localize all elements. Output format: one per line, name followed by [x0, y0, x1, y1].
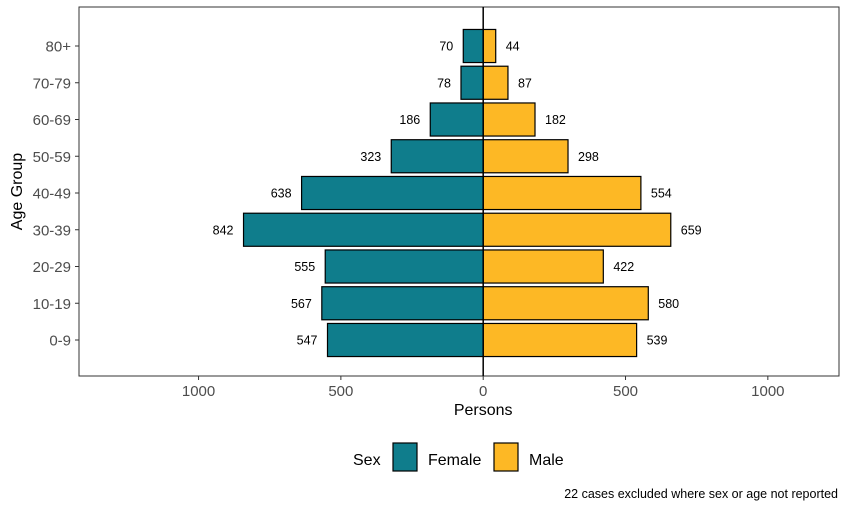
data-label-female-20-29: 555 — [294, 260, 315, 274]
bar-male-70-79 — [482, 65, 509, 100]
y-tick-label-10-19: 10-19 — [33, 296, 71, 313]
y-tick-label-60-69: 60-69 — [33, 112, 71, 129]
data-label-female-80+: 70 — [439, 40, 453, 54]
legend: Sex Female Male — [353, 442, 564, 472]
bar-female-70-79 — [460, 65, 484, 100]
y-tick-label-30-39: 30-39 — [33, 222, 71, 239]
x-tick-label: 0 — [479, 383, 487, 400]
bar-male-40-49 — [482, 175, 642, 211]
data-label-female-30-39: 842 — [213, 223, 234, 237]
y-tick-label-40-49: 40-49 — [33, 186, 71, 203]
y-tick-label-0-9: 0-9 — [49, 333, 71, 350]
data-label-female-50-59: 323 — [360, 150, 381, 164]
bar-female-10-19 — [321, 286, 484, 321]
bar-female-20-29 — [324, 249, 484, 284]
x-tick-label: 500 — [613, 383, 638, 400]
y-tick-label-50-59: 50-59 — [33, 149, 71, 166]
legend-title: Sex — [353, 452, 381, 469]
bar-female-80+ — [462, 28, 484, 64]
y-axis: 0-9 10-19 20-29 30-39 40-49 50-59 60-69 70-79 80… — [33, 39, 79, 350]
data-label-female-60-69: 186 — [399, 113, 420, 127]
data-label-female-0-9: 547 — [297, 334, 318, 348]
x-tick-label: 1000 — [182, 383, 215, 400]
bar-male-20-29 — [482, 249, 604, 284]
legend-key-male — [493, 442, 519, 472]
bar-male-0-9 — [482, 322, 638, 358]
x-axis: 1000 500 0 500 1000 — [182, 376, 785, 400]
data-label-male-60-69: 182 — [545, 113, 566, 127]
legend-label-male: Male — [529, 452, 564, 469]
data-label-male-10-19: 580 — [658, 297, 679, 311]
bar-male-80+ — [482, 28, 497, 64]
bars-layer — [242, 28, 672, 358]
bar-female-60-69 — [429, 102, 484, 137]
data-label-male-0-9: 539 — [647, 334, 668, 348]
y-tick-label-70-79: 70-79 — [33, 75, 71, 92]
data-label-female-10-19: 567 — [291, 297, 312, 311]
y-tick-label-20-29: 20-29 — [33, 259, 71, 276]
bar-female-40-49 — [300, 175, 484, 211]
data-label-male-40-49: 554 — [651, 187, 672, 201]
bar-male-10-19 — [482, 286, 649, 321]
y-tick-label-80+: 80+ — [46, 39, 72, 56]
data-label-male-30-39: 659 — [681, 223, 702, 237]
legend-label-female: Female — [428, 452, 481, 469]
legend-key-female — [392, 442, 418, 472]
data-labels-layer: 547 567 555 842 638 323 186 78 70 539 580 422 659 554… — [213, 40, 702, 348]
data-label-male-20-29: 422 — [613, 260, 634, 274]
x-tick-label: 500 — [328, 383, 353, 400]
x-tick-label: 1000 — [751, 383, 784, 400]
bar-female-0-9 — [326, 322, 484, 358]
y-axis-title: Age Group — [9, 153, 26, 230]
x-axis-title: Persons — [454, 402, 513, 419]
data-label-female-40-49: 638 — [271, 187, 292, 201]
data-label-male-80+: 44 — [506, 40, 520, 54]
bar-female-30-39 — [242, 212, 484, 247]
data-label-male-70-79: 87 — [518, 76, 532, 90]
bar-male-30-39 — [482, 212, 672, 247]
bar-male-60-69 — [482, 102, 536, 137]
data-label-female-70-79: 78 — [437, 76, 451, 90]
data-label-male-50-59: 298 — [578, 150, 599, 164]
bar-female-50-59 — [390, 139, 484, 174]
chart-caption: 22 cases excluded where sex or age not r… — [564, 487, 838, 501]
bar-male-50-59 — [482, 139, 569, 174]
